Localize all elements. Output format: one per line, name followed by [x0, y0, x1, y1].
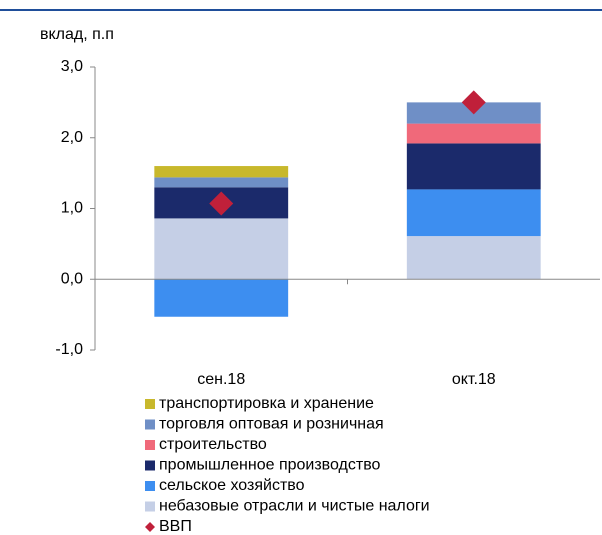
bar-segment — [154, 177, 289, 188]
x-tick-label: окт.18 — [452, 371, 496, 388]
bar-segment — [154, 218, 289, 280]
legend-label: небазовые отрасли и чистые налоги — [159, 498, 430, 515]
legend-marker — [145, 522, 155, 532]
bar-segment — [406, 143, 541, 190]
legend-label: ВВП — [159, 518, 192, 535]
y-tick-label: 2,0 — [61, 129, 83, 146]
bar-segment — [154, 166, 289, 178]
gdp-marker — [461, 90, 486, 115]
legend-swatch — [145, 481, 155, 491]
y-tick-label: -1,0 — [55, 341, 83, 358]
legend-swatch — [145, 419, 155, 430]
bar-segment — [406, 189, 541, 237]
header-band — [0, 0, 602, 10]
bar-segment — [406, 123, 541, 144]
legend-label: промышленное производство — [159, 457, 381, 474]
y-tick-label: 1,0 — [61, 200, 83, 217]
y-tick-label: 3,0 — [61, 58, 83, 75]
legend-label: транспортировка и хранение — [159, 395, 374, 412]
bar-segment — [154, 279, 289, 317]
bar-segment — [406, 236, 541, 280]
legend-swatch — [145, 440, 155, 450]
legend-swatch — [145, 460, 155, 471]
gdp-marker — [209, 191, 234, 216]
y-axis-label: вклад, п.п — [40, 26, 114, 43]
legend-label: торговля оптовая и розничная — [159, 416, 384, 433]
legend-label: строительство — [159, 436, 267, 453]
legend-swatch — [145, 399, 155, 409]
x-tick-label: сен.18 — [197, 371, 245, 388]
y-tick-label: 0,0 — [61, 270, 83, 287]
legend-swatch — [145, 501, 155, 512]
legend-label: сельское хозяйство — [159, 477, 305, 494]
